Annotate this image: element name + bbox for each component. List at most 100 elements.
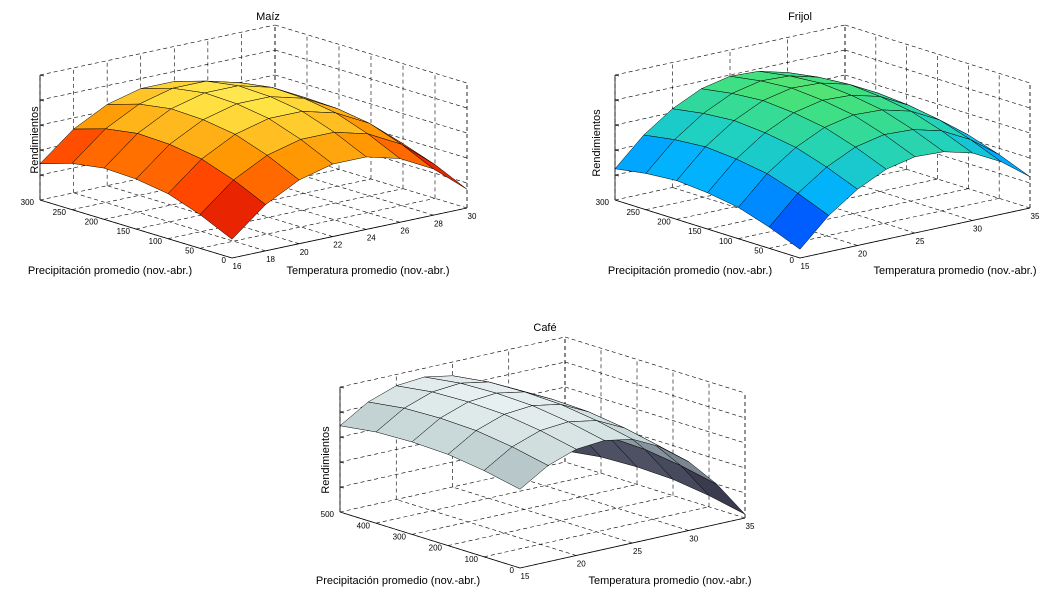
x-grid-line <box>564 461 746 519</box>
z-grid-line <box>614 24 846 76</box>
z-grid-line <box>39 24 276 76</box>
x-axis <box>231 207 468 259</box>
x-tick-label: 35 <box>1031 212 1040 221</box>
y-grid-line <box>375 472 602 524</box>
x-tick-label: 16 <box>233 262 242 271</box>
x-tick-label: 20 <box>300 248 309 257</box>
y-axis <box>39 199 233 259</box>
x-axis <box>799 207 1031 259</box>
z-tick <box>614 174 620 177</box>
y-tick-label: 150 <box>688 227 702 236</box>
y-tick-label: 200 <box>85 217 99 226</box>
z-tick <box>39 124 45 127</box>
y-tick-label: 100 <box>465 555 479 564</box>
y-axis-label: Precipitación promedio (nov.-abr.) <box>608 265 772 277</box>
chart-title: Frijol <box>788 11 812 23</box>
x-tick-label: 24 <box>367 234 376 243</box>
x-tick-label: 30 <box>468 212 477 221</box>
z-grid-line <box>564 336 746 394</box>
y-grid-line <box>447 495 674 546</box>
z-tick <box>39 74 45 77</box>
z-tick <box>39 149 45 152</box>
surface-chart: 15 20 25 30 35 0 50 100 150 200 250 300 Frijol Temper… <box>591 11 1040 277</box>
y-tick-label: 150 <box>117 227 131 236</box>
y-grid-line <box>769 198 1000 249</box>
z-tick <box>339 461 345 464</box>
x-tick-label: 30 <box>689 535 698 544</box>
z-grid-line <box>564 386 746 444</box>
z-grid-line <box>844 24 1031 84</box>
surface-patch <box>483 446 549 490</box>
x-tick-label: 26 <box>400 226 409 235</box>
y-tick-label: 250 <box>53 208 67 217</box>
x-axis-label: Temperatura promedio (nov.-abr.) <box>873 265 1036 277</box>
surface-patch <box>768 192 830 250</box>
y-tick-label: 300 <box>596 198 610 207</box>
x-tick-label: 28 <box>434 219 443 228</box>
z-tick <box>614 124 620 127</box>
z-tick <box>339 436 345 439</box>
y-grid-line <box>738 188 969 239</box>
x-tick-label: 22 <box>333 241 342 250</box>
z-grid-line <box>844 74 1031 134</box>
y-tick-label: 0 <box>790 256 795 265</box>
y-tick-label: 200 <box>657 217 671 226</box>
y-grid-line <box>167 188 404 239</box>
y-grid-line <box>411 484 638 535</box>
z-grid-line <box>39 49 276 101</box>
surface-chart: 15 20 25 30 35 0 100 200 300 400 500 Café Temperatur… <box>316 322 755 587</box>
surface-patch <box>401 144 468 190</box>
y-grid-line <box>199 198 436 249</box>
x-axis <box>519 517 746 569</box>
z-grid-line <box>339 336 566 388</box>
y-grid-line <box>483 506 710 558</box>
z-grid-line <box>274 74 468 134</box>
z-tick <box>39 174 45 177</box>
z-axis-label: Rendimientos <box>591 109 603 177</box>
y-axis <box>339 511 521 569</box>
x-axis-label: Temperatura promedio (nov.-abr.) <box>286 265 449 277</box>
z-tick <box>339 386 345 389</box>
x-grid-line <box>396 499 577 556</box>
z-grid-line <box>614 49 846 101</box>
y-tick-label: 0 <box>222 256 227 265</box>
z-grid-line <box>564 361 746 419</box>
chart-title: Café <box>533 322 556 334</box>
surface-patch <box>199 179 266 240</box>
y-tick-label: 100 <box>149 237 163 246</box>
y-tick-label: 50 <box>754 246 763 255</box>
y-tick-label: 50 <box>185 246 194 255</box>
x-grid-line <box>508 474 689 531</box>
x-tick-label: 25 <box>633 547 642 556</box>
y-tick-label: 0 <box>510 566 515 575</box>
y-tick-label: 400 <box>357 521 371 530</box>
z-tick <box>339 411 345 414</box>
x-tick-label: 20 <box>858 250 867 259</box>
z-grid-line <box>274 24 468 84</box>
y-tick-label: 300 <box>21 198 35 207</box>
x-axis-label: Temperatura promedio (nov.-abr.) <box>588 575 751 587</box>
y-tick-label: 300 <box>393 533 407 542</box>
surface-chart: 1618202224262830050100150200250300MaízTe… <box>21 11 477 277</box>
chart-title: Maíz <box>256 11 280 23</box>
y-tick-label: 250 <box>626 208 640 217</box>
z-tick <box>614 74 620 77</box>
y-axis-label: Precipitación promedio (nov.-abr.) <box>316 575 480 587</box>
z-tick <box>614 99 620 102</box>
y-axis-label: Precipitación promedio (nov.-abr.) <box>28 265 192 277</box>
x-grid-line <box>73 192 266 252</box>
x-grid-line <box>452 486 633 544</box>
z-tick <box>39 99 45 102</box>
x-tick-label: 25 <box>916 237 925 246</box>
x-tick-label: 20 <box>577 560 586 569</box>
x-tick-label: 15 <box>801 262 810 271</box>
x-tick-label: 30 <box>973 225 982 234</box>
z-tick <box>614 149 620 152</box>
y-tick-label: 100 <box>719 237 733 246</box>
z-axis-label: Rendimientos <box>320 426 332 494</box>
y-grid-line <box>707 178 938 230</box>
x-tick-label: 35 <box>746 522 755 531</box>
x-tick-label: 15 <box>521 572 530 581</box>
z-tick <box>339 486 345 489</box>
